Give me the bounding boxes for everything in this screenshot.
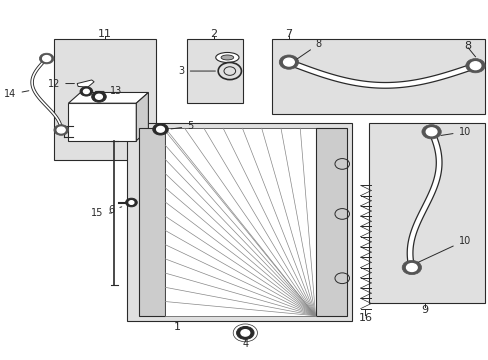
Bar [315,128,346,316]
Circle shape [236,327,254,339]
Text: 12: 12 [48,78,74,89]
Ellipse shape [215,53,239,63]
Circle shape [95,94,102,99]
Bar [165,128,315,316]
Circle shape [469,62,480,69]
Circle shape [406,264,416,271]
Bar [126,123,351,321]
Text: 14: 14 [4,89,29,99]
Text: 8: 8 [296,39,321,59]
Circle shape [283,58,294,66]
Circle shape [125,198,137,207]
Circle shape [279,55,298,69]
Circle shape [40,53,54,64]
Text: 1: 1 [174,322,181,332]
Bar [68,103,136,141]
Text: 3: 3 [178,66,215,76]
Text: 6: 6 [108,205,122,215]
Circle shape [57,127,65,133]
Text: 5: 5 [171,121,193,131]
Bar [139,128,165,316]
Text: 8: 8 [464,41,471,51]
Text: 11: 11 [98,28,112,39]
Circle shape [42,55,51,62]
Circle shape [129,201,134,204]
Text: 7: 7 [285,29,292,39]
Circle shape [83,89,89,94]
Bar [368,123,484,303]
Text: 13: 13 [95,86,122,96]
Circle shape [92,91,106,102]
Bar [187,39,243,103]
Text: 10: 10 [418,236,470,262]
Circle shape [421,125,440,139]
Polygon shape [68,93,148,103]
Circle shape [241,330,249,336]
Circle shape [156,126,164,132]
Text: 16: 16 [358,312,372,323]
Circle shape [152,123,168,135]
Polygon shape [77,80,94,87]
Bar [271,39,484,114]
Polygon shape [136,93,148,141]
Circle shape [426,128,436,136]
Ellipse shape [221,55,233,60]
Circle shape [54,125,68,135]
Circle shape [465,59,484,73]
Bar [54,39,155,160]
Circle shape [80,87,93,96]
Circle shape [401,260,421,275]
Text: 2: 2 [210,29,217,39]
Text: 4: 4 [242,339,248,349]
Text: 10: 10 [440,127,470,137]
Text: 15: 15 [91,208,111,218]
Text: 9: 9 [420,305,427,315]
